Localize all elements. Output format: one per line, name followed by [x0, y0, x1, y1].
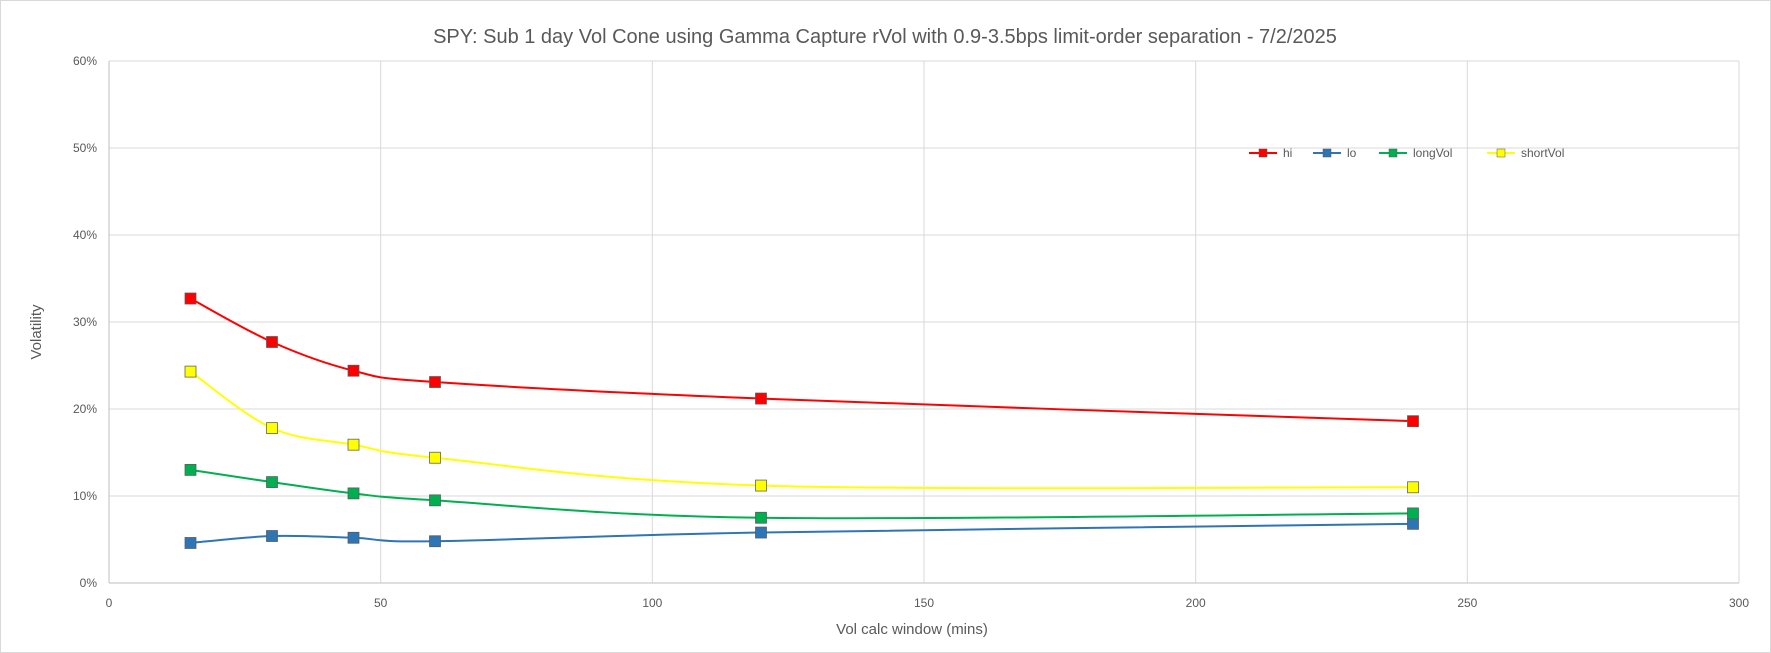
y-tick-label: 30%: [73, 315, 97, 329]
data-point-hi: [429, 376, 441, 388]
legend-marker-longVol: [1388, 148, 1398, 158]
y-tick-label: 60%: [73, 54, 97, 68]
chart-title: SPY: Sub 1 day Vol Cone using Gamma Capt…: [433, 26, 1337, 48]
data-point-shortVol: [1407, 481, 1419, 494]
data-point-shortVol: [347, 438, 360, 451]
data-point-longVol: [347, 487, 360, 500]
legend-marker-hi: [1258, 148, 1268, 158]
series-shortVol: [189, 370, 1414, 490]
x-tick-label: 100: [642, 596, 662, 610]
legend-marker-shortVol: [1496, 148, 1506, 158]
x-tick-label: 200: [1186, 596, 1206, 610]
series-layer: [184, 292, 1419, 549]
data-point-shortVol: [429, 451, 441, 464]
data-point-longVol: [755, 511, 767, 524]
y-axis-title: Volatility: [28, 304, 45, 360]
y-tick-label: 40%: [73, 228, 97, 242]
series-lo: [190, 522, 1414, 544]
data-point-hi: [1407, 415, 1419, 428]
data-point-lo: [429, 535, 441, 548]
series-markers-longVol: [184, 464, 1419, 524]
data-point-lo: [755, 526, 767, 539]
data-point-shortVol: [266, 422, 278, 435]
data-point-lo: [184, 537, 197, 549]
data-point-longVol: [184, 464, 197, 476]
legend-label-longVol: longVol: [1413, 146, 1452, 160]
legend-marker-lo: [1322, 148, 1332, 158]
data-point-lo: [1407, 517, 1419, 530]
series-line-lo: [190, 522, 1414, 544]
x-tick-label: 50: [374, 596, 388, 610]
x-tick-label: 150: [914, 596, 934, 610]
x-tick-label: 250: [1457, 596, 1477, 610]
series-hi: [190, 297, 1414, 423]
y-tick-label: 20%: [73, 402, 97, 416]
series-markers-lo: [184, 517, 1419, 549]
legend-item-shortVol: shortVol: [1487, 146, 1564, 160]
gridlines: [108, 60, 1740, 584]
series-markers-shortVol: [184, 365, 1419, 494]
series-line-longVol: [190, 468, 1414, 520]
legend-label-lo: lo: [1347, 146, 1357, 160]
series-longVol: [190, 468, 1414, 520]
series-line-shortVol: [189, 370, 1414, 490]
legend-label-shortVol: shortVol: [1521, 146, 1564, 160]
data-point-longVol: [429, 494, 441, 507]
series-markers-hi: [184, 292, 1419, 428]
data-point-lo: [266, 530, 278, 542]
data-point-hi: [184, 292, 197, 305]
data-point-lo: [347, 531, 360, 544]
data-point-shortVol: [755, 479, 767, 492]
x-tick-label: 0: [106, 596, 113, 610]
legend-item-hi: hi: [1249, 146, 1292, 160]
x-tick-label: 300: [1729, 596, 1749, 610]
y-tick-label: 50%: [73, 141, 97, 155]
data-point-hi: [755, 392, 767, 405]
data-point-longVol: [266, 476, 278, 488]
series-line-hi: [190, 297, 1414, 423]
y-tick-label: 0%: [80, 576, 98, 590]
x-axis-title: Vol calc window (mins): [836, 621, 988, 638]
axes: 0% 10% 20% 30% 40% 50% 60% 0 50 100 150 200 250 300: [73, 54, 1749, 610]
data-point-hi: [347, 364, 360, 377]
legend-label-hi: hi: [1283, 146, 1292, 160]
data-point-shortVol: [184, 365, 197, 378]
legend-item-lo: lo: [1313, 146, 1357, 160]
data-point-longVol: [1407, 507, 1419, 520]
data-point-hi: [266, 336, 278, 348]
y-tick-label: 10%: [73, 489, 97, 503]
legend-item-longVol: longVol: [1379, 146, 1452, 160]
legend: hi lo longVol shortVol: [1249, 146, 1564, 160]
